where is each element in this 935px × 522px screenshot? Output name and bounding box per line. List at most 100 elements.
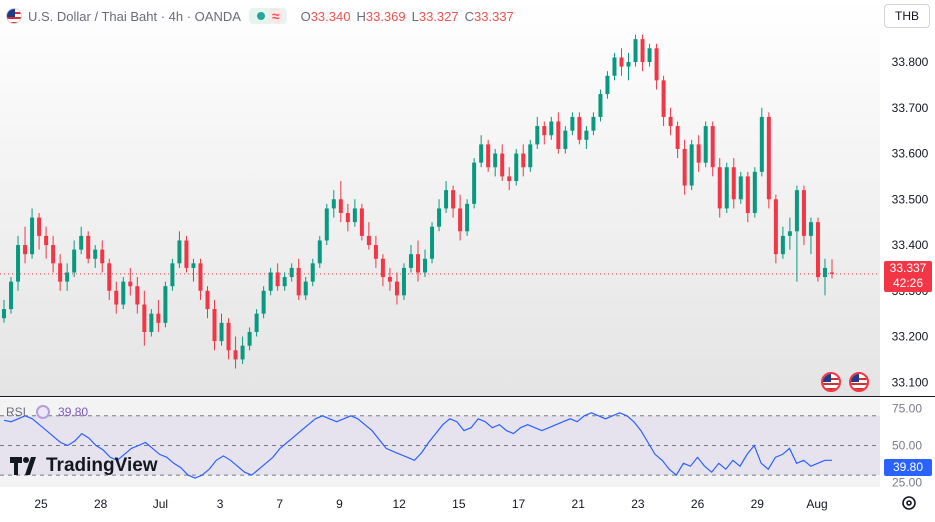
candle-body [626,62,631,67]
candle-body [654,48,659,81]
candle-body [233,350,238,360]
candle-body [114,290,119,305]
symbol-title[interactable]: U.S. Dollar / Thai Baht · 4h · OANDA [28,8,241,24]
candle-body [408,254,413,268]
candle-body [661,80,666,117]
candle-body [787,231,792,236]
currency-button[interactable]: THB [884,4,930,28]
candle-body [682,148,687,186]
candle-body [752,171,757,213]
ohlc-values: O33.340 H33.369 L33.327 C33.337 [295,9,514,24]
rsi-axis-tick: 75.00 [892,401,922,415]
candle-body [724,167,729,209]
time-axis-tick: 9 [336,497,343,511]
candle-body [528,144,533,168]
price-axis-tick: 33.400 [892,238,929,252]
settings-gear-icon[interactable] [900,494,918,512]
bar-countdown: 42:26 [892,276,924,290]
candle-body [72,249,77,273]
candle-body [416,254,420,273]
candle-body [366,235,371,246]
candle-body [331,199,336,209]
candle-body [675,126,680,149]
candle-body [44,235,49,246]
candle-body [205,290,210,310]
rsi-legend: RSI 39.80 [6,405,88,419]
candle-body [647,48,652,63]
status-pills[interactable]: ≈ [248,8,287,24]
candle-body [430,226,435,259]
candle-body [135,286,140,305]
candle-body [128,281,133,287]
candle-body [394,281,399,296]
time-axis-tick: 21 [572,497,586,511]
us-flag-icon[interactable] [849,372,869,392]
candle-body [240,345,245,360]
candle-body [766,116,771,200]
candle-body [689,144,694,186]
candle-body [717,167,722,209]
candle-body [794,190,799,232]
time-axis-tick: 17 [512,497,526,511]
candle-body [808,222,813,236]
candle-body [303,281,308,296]
candle-body [226,322,231,351]
last-price-badge: 33.337 42:26 [884,261,932,292]
candle-body [444,190,449,209]
candle-body [703,126,708,163]
candle-body [465,203,470,232]
rsi-settings-icon[interactable] [36,405,51,419]
candle-body [16,245,21,282]
candle-body [86,235,91,259]
candle-body [549,121,554,136]
candle-body [822,267,827,278]
candle-body [163,286,168,323]
candle-body [359,208,364,236]
candle-body [577,116,582,140]
time-axis-tick: Aug [806,497,827,511]
candle-body [451,190,456,209]
candle-body [254,313,259,332]
candle-body [584,130,589,140]
us-flag-icon[interactable] [821,372,841,392]
ohlc-value: 33.337 [474,8,514,24]
candle-body [30,217,35,255]
candle-body [612,57,617,76]
ohlc-key: H [356,8,366,24]
tradingview-logo[interactable]: TradingView [10,455,158,477]
rsi-line [3,412,832,479]
ohlc-key: L [411,8,419,24]
candle-body [23,245,28,255]
candle-body [619,57,624,67]
candle-body [100,249,105,264]
candle-body [275,272,280,287]
candle-body [633,39,638,63]
candle-body [107,263,112,291]
candle-body [815,222,820,278]
price-axis-tick: 33.200 [892,330,929,344]
time-axis-tick: 25 [34,497,48,511]
candle-body [58,263,63,282]
candle-body [149,313,154,332]
rsi-label[interactable]: RSI [6,405,27,419]
candle-body [177,240,182,264]
tradingview-logo-text: TradingView [46,455,158,476]
candle-body [345,213,350,223]
time-axis-tick: 26 [691,497,705,511]
candle-body [247,331,252,346]
candle-body [563,130,568,149]
candle-body [79,235,84,250]
time-axis-tick: 29 [751,497,765,511]
rsi-pane-background [0,398,880,487]
candle-body [352,208,357,223]
candle-body [338,199,343,213]
candle-body [317,240,322,264]
candle-body [570,116,575,131]
candle-body [93,249,98,259]
candle-body [142,304,147,332]
candle-body [486,144,491,168]
rsi-value: 39.80 [58,405,89,419]
wave-icon: ≈ [268,9,283,23]
